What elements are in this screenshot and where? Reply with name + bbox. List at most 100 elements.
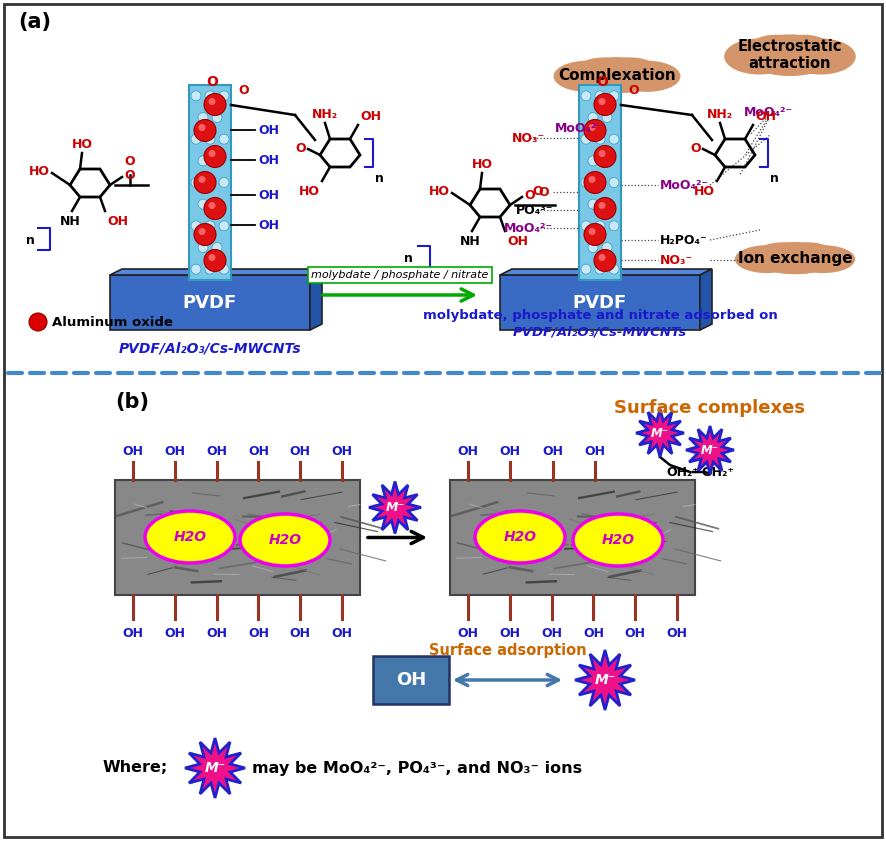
Circle shape	[198, 242, 208, 252]
Ellipse shape	[577, 57, 631, 82]
Circle shape	[219, 177, 229, 188]
Circle shape	[198, 113, 208, 123]
Text: Ion exchange: Ion exchange	[738, 251, 852, 266]
Text: OH: OH	[666, 627, 688, 640]
Text: NH: NH	[460, 235, 480, 248]
Text: n: n	[375, 172, 384, 185]
Ellipse shape	[240, 514, 330, 566]
Text: PVDF: PVDF	[573, 294, 627, 311]
Text: O: O	[295, 141, 306, 155]
Circle shape	[595, 264, 605, 274]
Ellipse shape	[724, 39, 794, 75]
Circle shape	[191, 135, 201, 144]
Circle shape	[581, 264, 591, 274]
Circle shape	[191, 91, 201, 101]
Text: PVDF/Al₂O₃/Cs-MWCNTs: PVDF/Al₂O₃/Cs-MWCNTs	[119, 341, 301, 355]
Text: OH: OH	[290, 445, 311, 458]
Circle shape	[588, 176, 595, 183]
Text: HO: HO	[299, 185, 320, 198]
Circle shape	[219, 135, 229, 144]
Text: OH: OH	[396, 671, 426, 689]
Ellipse shape	[776, 34, 832, 63]
Circle shape	[595, 135, 605, 144]
Circle shape	[595, 91, 605, 101]
Text: O: O	[524, 188, 534, 202]
Text: Surface adsorption: Surface adsorption	[429, 643, 587, 658]
FancyBboxPatch shape	[115, 480, 360, 595]
Ellipse shape	[573, 57, 661, 93]
Circle shape	[204, 145, 226, 167]
Text: OH: OH	[164, 445, 185, 458]
Text: O: O	[124, 168, 135, 182]
Circle shape	[581, 91, 591, 101]
Ellipse shape	[145, 511, 235, 563]
Circle shape	[584, 172, 606, 193]
Circle shape	[208, 254, 215, 261]
Text: molybdate, phosphate and nitrate adsorbed on: molybdate, phosphate and nitrate adsorbe…	[423, 309, 777, 321]
Text: H₂PO₄⁻: H₂PO₄⁻	[660, 234, 708, 246]
Circle shape	[599, 98, 605, 105]
Text: O: O	[596, 75, 608, 89]
Text: OH: OH	[755, 110, 776, 123]
Circle shape	[588, 199, 598, 209]
Text: PVDF: PVDF	[183, 294, 237, 311]
Ellipse shape	[734, 246, 799, 273]
Ellipse shape	[613, 61, 680, 92]
Text: OH: OH	[542, 445, 563, 458]
Circle shape	[594, 198, 616, 220]
Text: M⁻: M⁻	[701, 443, 719, 457]
Text: Surface complexes: Surface complexes	[615, 399, 805, 417]
Polygon shape	[575, 650, 635, 710]
Circle shape	[602, 156, 612, 166]
Text: O: O	[539, 186, 549, 198]
Text: OH: OH	[290, 627, 311, 640]
Text: H2O: H2O	[503, 530, 537, 544]
Ellipse shape	[760, 251, 830, 274]
Text: may be MoO₄²⁻, PO₄³⁻, and NO₃⁻ ions: may be MoO₄²⁻, PO₄³⁻, and NO₃⁻ ions	[252, 760, 582, 775]
Text: OH: OH	[507, 235, 528, 248]
Circle shape	[198, 124, 206, 131]
Circle shape	[191, 177, 201, 188]
Circle shape	[599, 202, 605, 209]
Circle shape	[212, 242, 222, 252]
Text: OH₂⁺: OH₂⁺	[702, 466, 734, 479]
Ellipse shape	[744, 34, 835, 76]
Text: OH: OH	[206, 445, 227, 458]
Circle shape	[588, 156, 598, 166]
Ellipse shape	[475, 511, 565, 563]
Text: NH: NH	[59, 215, 81, 228]
Circle shape	[602, 113, 612, 123]
Ellipse shape	[753, 242, 836, 274]
Circle shape	[198, 199, 208, 209]
Text: NH₂: NH₂	[707, 108, 733, 121]
Circle shape	[212, 113, 222, 123]
Text: OH: OH	[331, 445, 353, 458]
Text: n: n	[26, 234, 35, 246]
Circle shape	[602, 242, 612, 252]
Ellipse shape	[579, 67, 654, 93]
Polygon shape	[686, 426, 734, 474]
Text: OH: OH	[258, 219, 279, 231]
Polygon shape	[185, 738, 245, 798]
Circle shape	[594, 93, 616, 115]
Text: M⁻: M⁻	[651, 426, 669, 440]
Text: MoO₄²⁻: MoO₄²⁻	[743, 105, 793, 119]
Circle shape	[588, 242, 598, 252]
Circle shape	[599, 150, 605, 157]
Text: NH₂: NH₂	[312, 108, 338, 121]
Circle shape	[205, 177, 215, 188]
Polygon shape	[500, 269, 712, 275]
Text: (a): (a)	[18, 12, 51, 32]
Text: OH: OH	[122, 445, 144, 458]
Circle shape	[219, 264, 229, 274]
Ellipse shape	[554, 61, 621, 92]
FancyBboxPatch shape	[189, 85, 231, 280]
Circle shape	[219, 91, 229, 101]
Circle shape	[194, 172, 216, 193]
Circle shape	[609, 264, 619, 274]
Text: PVDF/Al₂O₃/Cs-MWCNTs: PVDF/Al₂O₃/Cs-MWCNTs	[513, 325, 688, 338]
Circle shape	[588, 113, 598, 123]
Circle shape	[194, 224, 216, 246]
Ellipse shape	[757, 242, 808, 264]
Circle shape	[584, 119, 606, 141]
